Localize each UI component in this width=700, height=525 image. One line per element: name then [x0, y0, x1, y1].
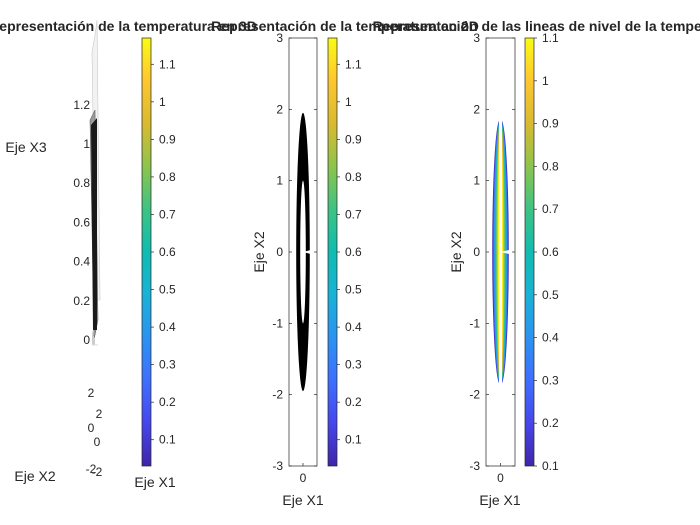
- colorbar-tick-label: 0.1: [542, 459, 559, 473]
- y-tick-label: -1: [469, 316, 480, 330]
- slit: [500, 250, 509, 254]
- y-tick-label: -3: [469, 459, 480, 473]
- z-tick-label: 1: [83, 137, 90, 151]
- colorbar-tick-label: 0.9: [345, 132, 362, 146]
- colorbar-tick-label: 0.1: [345, 433, 362, 447]
- colorbar-tick-label: 0.3: [159, 358, 176, 372]
- colorbar-tick-label: 1.1: [542, 31, 559, 45]
- colorbar-tick-label: 0.9: [159, 132, 176, 146]
- plot-2d-shape: [296, 112, 311, 392]
- y-tick-label: 1: [276, 174, 283, 188]
- colorbar-tick-label: 0.5: [345, 283, 362, 297]
- z-tick-label: 0.4: [73, 255, 90, 269]
- y-tick-label-3d: 0: [88, 421, 95, 435]
- y-tick-label-3d: 2: [88, 386, 95, 400]
- contour-ylabel: Eje X2: [448, 231, 464, 272]
- colorbar-tick-label: 0.6: [542, 245, 559, 259]
- x-tick-label-3d: 2: [96, 407, 103, 421]
- colorbar-tick-label: 1: [345, 95, 352, 109]
- colorbar-tick-label: 0.4: [542, 331, 559, 345]
- contour-ticks: -3 -2 -1 0 1 2 3 0: [469, 31, 515, 485]
- z-tick-label: 0.6: [73, 215, 90, 229]
- surface-3d-ylabel: Eje X2: [14, 468, 55, 484]
- colorbar-3: 0.1 0.2 0.3 0.4 0.5 0.6 0.7 0.8 0.9 1 1.1: [524, 31, 559, 473]
- surface-3d-title: Representación de la temperatura en 3D: [0, 18, 257, 34]
- plot-2d-ylabel: Eje X2: [251, 231, 267, 272]
- colorbar-tick-label: 1: [542, 74, 549, 88]
- colorbar-3-scale: [524, 37, 535, 467]
- contour-xlabel: Eje X1: [479, 492, 520, 508]
- temperature-region: [296, 112, 310, 392]
- y-tick-label: -2: [272, 388, 283, 402]
- y-tick-label-3d: -2: [86, 462, 97, 476]
- z-tick-label: 0.2: [73, 294, 90, 308]
- y-tick-label: 0: [473, 245, 480, 259]
- y-tick-label: -1: [272, 316, 283, 330]
- surface-3d: [89, 19, 101, 346]
- plot-2d-ticks: -3 -2 -1 0 1 2 3 0: [272, 31, 317, 485]
- colorbar-tick-label: 0.1: [159, 433, 176, 447]
- y-tick-label: 1: [473, 174, 480, 188]
- colorbar-tick-label: 0.5: [542, 288, 559, 302]
- x-tick-label: 0: [300, 471, 307, 485]
- plot-2d-title: Representación de la temperatura en 2D: [211, 18, 479, 34]
- contour-title: Representación de las lineas de nivel de…: [373, 18, 700, 34]
- colorbar-tick-label: 0.8: [345, 170, 362, 184]
- colorbar-tick-label: 0.4: [159, 320, 176, 334]
- x-tick-label: 0: [497, 471, 504, 485]
- contour-panel: -3 -2 -1 0 1 2 3 0 Representación de las lineas…: [373, 18, 700, 508]
- colorbar-2: 0.1 0.2 0.3 0.4 0.5 0.6 0.7 0.8 0.9 1 1.1: [327, 37, 362, 467]
- contour-lines: [492, 117, 509, 387]
- colorbar-tick-label: 1.1: [159, 57, 176, 71]
- y-tick-label: 0: [276, 245, 283, 259]
- y-tick-label: -3: [272, 459, 283, 473]
- colorbar-1-ticks: 0.1 0.2 0.3 0.4 0.5 0.6 0.7 0.8 0.9 1 1.1: [151, 57, 176, 447]
- plot-2d-xlabel: Eje X1: [282, 492, 323, 508]
- colorbar-3-ticks: 0.1 0.2 0.3 0.4 0.5 0.6 0.7 0.8 0.9 1 1.1: [534, 31, 559, 473]
- colorbar-tick-label: 0.5: [159, 283, 176, 297]
- colorbar-tick-label: 1: [159, 95, 166, 109]
- colorbar-tick-label: 0.3: [345, 358, 362, 372]
- z-tick-label: 1.2: [73, 98, 90, 112]
- colorbar-tick-label: 0.4: [345, 320, 362, 334]
- x-tick-label-3d: -2: [92, 465, 103, 479]
- colorbar-tick-label: 0.2: [542, 416, 559, 430]
- colorbar-1-scale: [141, 37, 152, 467]
- colorbar-1: 0.1 0.2 0.3 0.4 0.5 0.6 0.7 0.8 0.9 1 1.1: [141, 37, 176, 467]
- colorbar-tick-label: 0.7: [542, 202, 559, 216]
- colorbar-2-ticks: 0.1 0.2 0.3 0.4 0.5 0.6 0.7 0.8 0.9 1 1.1: [337, 57, 362, 447]
- y-tick-label: 2: [276, 102, 283, 116]
- colorbar-tick-label: 0.6: [159, 245, 176, 259]
- floor-ticks-3d: -202-202: [86, 386, 103, 479]
- y-tick-label: 3: [473, 31, 480, 45]
- y-tick-label: -2: [469, 388, 480, 402]
- slit: [303, 250, 311, 254]
- colorbar-tick-label: 0.2: [345, 395, 362, 409]
- x-tick-label-3d: 0: [94, 435, 101, 449]
- colorbar-2-scale: [327, 37, 338, 467]
- z-tick-label: 0: [83, 333, 90, 347]
- z-tick-label: 0.8: [73, 176, 90, 190]
- colorbar-tick-label: 0.9: [542, 117, 559, 131]
- colorbar-tick-label: 0.6: [345, 245, 362, 259]
- z-axis-ticks-3d: 0 0.2 0.4 0.6 0.8 1 1.2: [73, 98, 90, 347]
- surface-3d-zlabel: Eje X3: [5, 139, 46, 155]
- colorbar-tick-label: 0.8: [159, 170, 176, 184]
- colorbar-tick-label: 1.1: [345, 57, 362, 71]
- colorbar-tick-label: 0.8: [542, 159, 559, 173]
- plot-2d-panel: -3 -2 -1 0 1 2 3 0 Representación de la tempera…: [211, 18, 479, 508]
- colorbar-tick-label: 0.7: [345, 207, 362, 221]
- surface-3d-xlabel: Eje X1: [134, 474, 175, 490]
- colorbar-tick-label: 0.2: [159, 395, 176, 409]
- colorbar-tick-label: 0.3: [542, 373, 559, 387]
- y-tick-label: 2: [473, 102, 480, 116]
- colorbar-tick-label: 0.7: [159, 207, 176, 221]
- surface-3d-panel: 00.20.40.60.811.2 -202-202 Representació…: [0, 18, 257, 490]
- y-tick-label: 3: [276, 31, 283, 45]
